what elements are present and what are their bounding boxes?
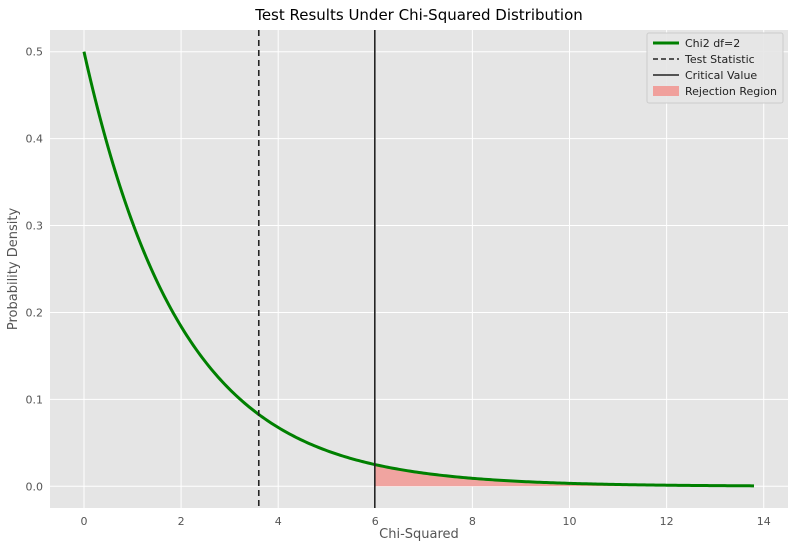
- y-axis-label: Probability Density: [6, 208, 21, 331]
- x-tick-label: 12: [660, 515, 674, 528]
- y-tick-label: 0.5: [26, 46, 44, 59]
- legend: Chi2 df=2 Test Statistic Critical Value …: [646, 32, 784, 104]
- x-axis-label: Chi-Squared: [379, 527, 459, 542]
- legend-rejection-region-swatch: [653, 86, 679, 96]
- y-tick-label: 0.3: [26, 220, 44, 233]
- y-tick-label: 0.4: [26, 133, 44, 146]
- x-tick-label: 14: [757, 515, 771, 528]
- legend-critical-value-label: Critical Value: [685, 69, 757, 82]
- rejection-region: [374, 464, 755, 487]
- y-tick-label: 0.1: [26, 393, 44, 406]
- plot-background: [50, 30, 788, 508]
- x-tick-label: 10: [563, 515, 577, 528]
- x-tick-label: 0: [80, 515, 87, 528]
- chi2-curve: [82, 51, 755, 488]
- chart-title: Test Results Under Chi-Squared Distribut…: [254, 6, 583, 24]
- tick-labels: 0 2 4 6 8 10 12 14 0.0 0.1 0.2 0.3 0.4 0.5: [26, 46, 771, 528]
- legend-curve-label: Chi2 df=2: [685, 37, 740, 50]
- y-tick-label: 0.0: [26, 480, 44, 493]
- legend-box: [646, 32, 784, 104]
- legend-rejection-region-label: Rejection Region: [685, 85, 777, 98]
- x-tick-label: 8: [469, 515, 476, 528]
- x-tick-label: 6: [372, 515, 379, 528]
- legend-test-statistic-label: Test Statistic: [684, 53, 755, 66]
- x-tick-label: 4: [275, 515, 282, 528]
- grid: [50, 30, 788, 508]
- x-tick-label: 2: [178, 515, 185, 528]
- y-tick-label: 0.2: [26, 306, 44, 319]
